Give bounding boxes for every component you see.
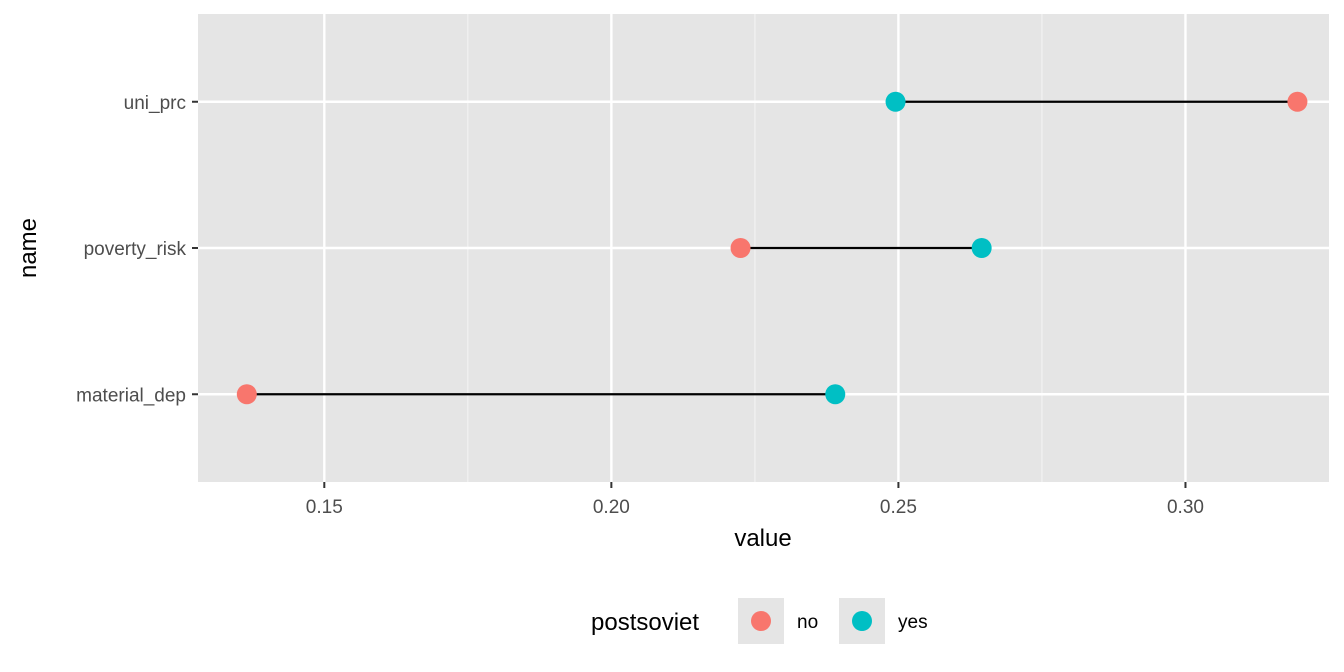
point-yes (971, 238, 992, 258)
point-no (236, 384, 257, 405)
y-tick-label: uni_prc (124, 93, 186, 114)
legend: postsoviet no yes (591, 598, 928, 644)
x-axis-title: value (734, 525, 791, 552)
x-tick-label: 0.20 (593, 497, 630, 518)
x-tick-label: 0.15 (306, 497, 343, 518)
dumbbell-points (236, 91, 1308, 405)
legend-key-yes-marker (852, 611, 872, 631)
point-no (1287, 91, 1308, 112)
legend-title: postsoviet (591, 609, 699, 636)
point-no (730, 238, 751, 258)
legend-key-no-marker (751, 611, 771, 631)
dumbbell-segments (246, 100, 1298, 396)
y-axis-ticks: uni_prc poverty_risk material_dep (76, 93, 198, 406)
x-axis-ticks: 0.15 0.20 0.25 0.30 (306, 482, 1204, 518)
x-tick-label: 0.30 (1167, 497, 1204, 518)
y-axis-title: name (15, 218, 42, 278)
legend-label-yes: yes (898, 612, 928, 633)
point-yes (825, 384, 846, 405)
y-tick-label: poverty_risk (84, 239, 187, 260)
legend-label-no: no (797, 612, 818, 633)
x-tick-label: 0.25 (880, 497, 917, 518)
y-tick-label: material_dep (76, 385, 186, 406)
point-yes (885, 91, 906, 112)
